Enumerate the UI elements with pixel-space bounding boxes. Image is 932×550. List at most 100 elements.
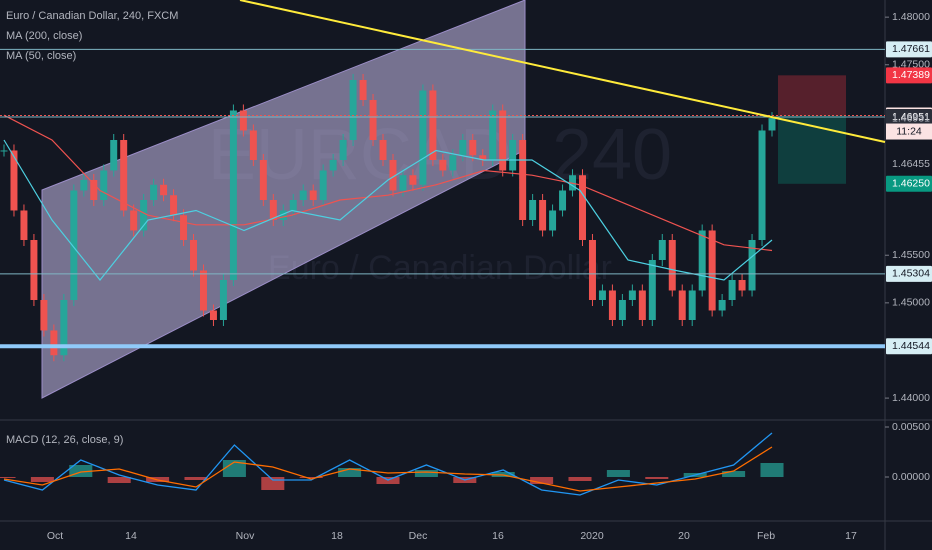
candle [279, 210, 287, 220]
candle [110, 140, 118, 171]
macd-histogram [30, 477, 54, 482]
candle [349, 80, 357, 140]
candle [489, 110, 497, 160]
macd-histogram [107, 477, 131, 483]
candle [748, 240, 756, 291]
candle [369, 100, 377, 140]
candle [419, 90, 427, 185]
price-tag-label: 1.47661 [892, 43, 930, 55]
candle [429, 90, 437, 160]
candle [209, 310, 217, 320]
x-tick-label: Dec [409, 530, 428, 542]
candle [618, 300, 626, 320]
candle [170, 195, 178, 216]
price-tag [886, 175, 932, 192]
candle [499, 110, 507, 171]
candle [229, 110, 237, 280]
macd-histogram [0, 477, 16, 478]
candle [758, 130, 766, 240]
x-tick-label: 14 [125, 530, 137, 542]
candle [668, 240, 676, 291]
stop-zone [778, 75, 846, 116]
x-tick-label: Nov [236, 530, 255, 542]
candle [459, 140, 467, 156]
candle [100, 170, 108, 200]
candle [70, 190, 78, 300]
countdown: 11:24 [896, 125, 922, 137]
candle [239, 110, 247, 131]
moving-average [3, 139, 773, 281]
macd-line [3, 432, 773, 496]
candle [529, 200, 537, 220]
macd-histogram [606, 470, 630, 477]
price-tag [886, 265, 932, 282]
candle [269, 200, 277, 220]
candle [190, 240, 197, 271]
candle [549, 210, 557, 231]
candle [658, 240, 666, 260]
candle [559, 190, 567, 211]
candle [0, 150, 8, 152]
macd-histogram [184, 477, 208, 480]
candle [30, 240, 38, 300]
candle [598, 290, 606, 300]
x-tick-label: 2020 [580, 530, 604, 542]
price-tag-label: 1.46455 [892, 158, 930, 170]
macd-histogram [222, 460, 246, 477]
candle [479, 155, 487, 160]
candle [40, 300, 48, 331]
price-tag-label: 1.44544 [892, 340, 930, 352]
candle [379, 140, 387, 160]
chart-title: Euro / Canadian Dollar, 240, FXCM [6, 10, 178, 22]
candle [180, 215, 188, 240]
candle [588, 240, 596, 300]
macd-histogram [299, 477, 323, 478]
candle [539, 200, 547, 231]
price-tag-label: 1.45304 [892, 268, 930, 280]
candle [319, 170, 327, 200]
candle [259, 160, 267, 200]
candle [389, 160, 397, 191]
y-tick-label: 1.44000 [892, 392, 930, 404]
candle [708, 230, 716, 311]
price-tag-label: 1.46951 [892, 111, 930, 123]
price-tag [886, 67, 932, 84]
candle [519, 140, 527, 220]
candle [140, 200, 148, 231]
y-tick-label: 1.45000 [892, 297, 930, 309]
candle [249, 130, 257, 160]
candle [738, 280, 746, 291]
candle [199, 270, 207, 311]
legend-entry: MA (200, close) [6, 30, 82, 42]
signal-line [3, 446, 773, 492]
macd-histogram [261, 477, 285, 490]
candle [768, 118, 776, 131]
macd-y-tick-label: 0.00500 [892, 421, 930, 433]
x-tick-label: 16 [492, 530, 504, 542]
macd-y-tick-label: 0.00000 [892, 471, 930, 483]
candle [509, 140, 517, 171]
candle [80, 180, 88, 191]
macd-histogram [645, 477, 669, 479]
price-tag-label: 1.46931 [892, 113, 930, 125]
candle [219, 280, 227, 320]
x-tick-label: Oct [47, 530, 63, 542]
candle [60, 300, 68, 356]
watermark-subtitle: Euro / Canadian Dollar [268, 249, 612, 287]
candle [90, 180, 98, 200]
candle [698, 230, 706, 291]
candle [399, 175, 407, 191]
candle [718, 300, 726, 311]
candle [628, 290, 636, 300]
candle [678, 290, 686, 320]
candle [439, 160, 447, 171]
candle [688, 290, 696, 320]
candle [638, 290, 646, 320]
macd-histogram [338, 468, 362, 477]
macd-histogram [760, 463, 784, 477]
price-tag [886, 41, 932, 58]
macd-histogram [722, 471, 746, 477]
x-tick-label: 18 [331, 530, 343, 542]
trend-line [239, 0, 886, 143]
